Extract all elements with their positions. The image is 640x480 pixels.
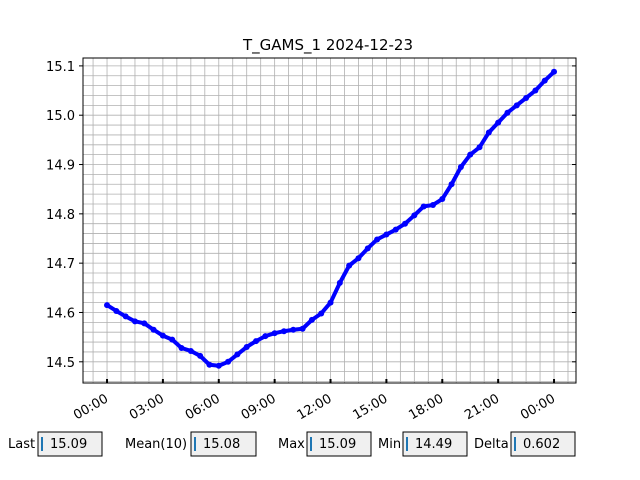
stat-value: 15.08 [203, 437, 240, 452]
stat-box[interactable] [402, 431, 468, 457]
data-point [215, 362, 222, 369]
data-point [495, 119, 502, 126]
data-point [318, 310, 325, 317]
data-point [225, 358, 232, 365]
y-tick-label: 14.9 [46, 159, 75, 174]
stat-value: 0.602 [523, 437, 560, 452]
y-tick-label: 15.1 [46, 60, 75, 75]
data-point [169, 336, 176, 343]
data-point [457, 163, 464, 170]
data-point [104, 302, 111, 309]
stat-label: Mean(10) [125, 437, 187, 452]
stat-label: Max [278, 437, 305, 452]
data-point [541, 77, 548, 84]
data-point [253, 338, 260, 345]
data-point [364, 245, 371, 252]
y-tick-label: 14.8 [46, 208, 75, 223]
data-point [113, 307, 120, 314]
data-point [346, 262, 353, 269]
data-point [243, 343, 250, 350]
data-point [150, 326, 157, 333]
data-point [271, 330, 278, 337]
data-point [299, 325, 306, 332]
stat-box[interactable] [306, 431, 372, 457]
data-point [504, 109, 511, 116]
data-point [280, 328, 287, 335]
data-point [178, 344, 185, 351]
data-point [467, 151, 474, 158]
stats-bar: Last 15.09 Mean(10) 15.08 Max 15.09 Min 14.49 De… [8, 431, 576, 457]
data-point [374, 236, 381, 243]
data-point [383, 231, 390, 238]
data-point [411, 212, 418, 219]
y-tick-label: 15.0 [46, 109, 75, 124]
data-point [392, 226, 399, 233]
data-point [141, 320, 148, 327]
stat-label: Min [378, 437, 401, 452]
data-point [187, 347, 194, 354]
data-point [448, 181, 455, 188]
data-point [206, 361, 213, 368]
data-point [327, 299, 334, 306]
data-point [197, 352, 204, 359]
plot [104, 68, 558, 369]
data-point [122, 313, 129, 320]
axes-frame [82, 57, 577, 384]
data-point [532, 87, 539, 94]
data-point [523, 94, 530, 101]
data-point [290, 326, 297, 333]
stat-value: 14.49 [415, 437, 452, 452]
stat-box[interactable] [37, 431, 103, 457]
y-tick-label: 14.7 [46, 257, 75, 272]
data-point [336, 279, 343, 286]
data-point [439, 196, 446, 203]
stat-box[interactable] [190, 431, 257, 457]
data-point [402, 220, 409, 227]
data-point [355, 255, 362, 262]
y-tick-label: 14.6 [46, 306, 75, 321]
data-point [513, 102, 520, 109]
data-point [429, 201, 436, 208]
stat-value: 15.09 [319, 437, 356, 452]
data-point [159, 332, 166, 339]
stat-label: Last [8, 437, 35, 452]
data-point [485, 129, 492, 136]
chart-title: T_GAMS_1 2024-12-23 [242, 36, 413, 55]
data-point [476, 144, 483, 151]
data-point [551, 68, 558, 75]
y-tick-label: 14.5 [46, 356, 75, 371]
stat-label: Delta [474, 437, 509, 452]
stat-value: 15.09 [50, 437, 87, 452]
data-point [308, 316, 315, 323]
stat-box[interactable] [510, 431, 576, 457]
data-point [420, 203, 427, 210]
data-point [131, 318, 138, 325]
data-point [262, 333, 269, 340]
data-point [234, 351, 241, 358]
